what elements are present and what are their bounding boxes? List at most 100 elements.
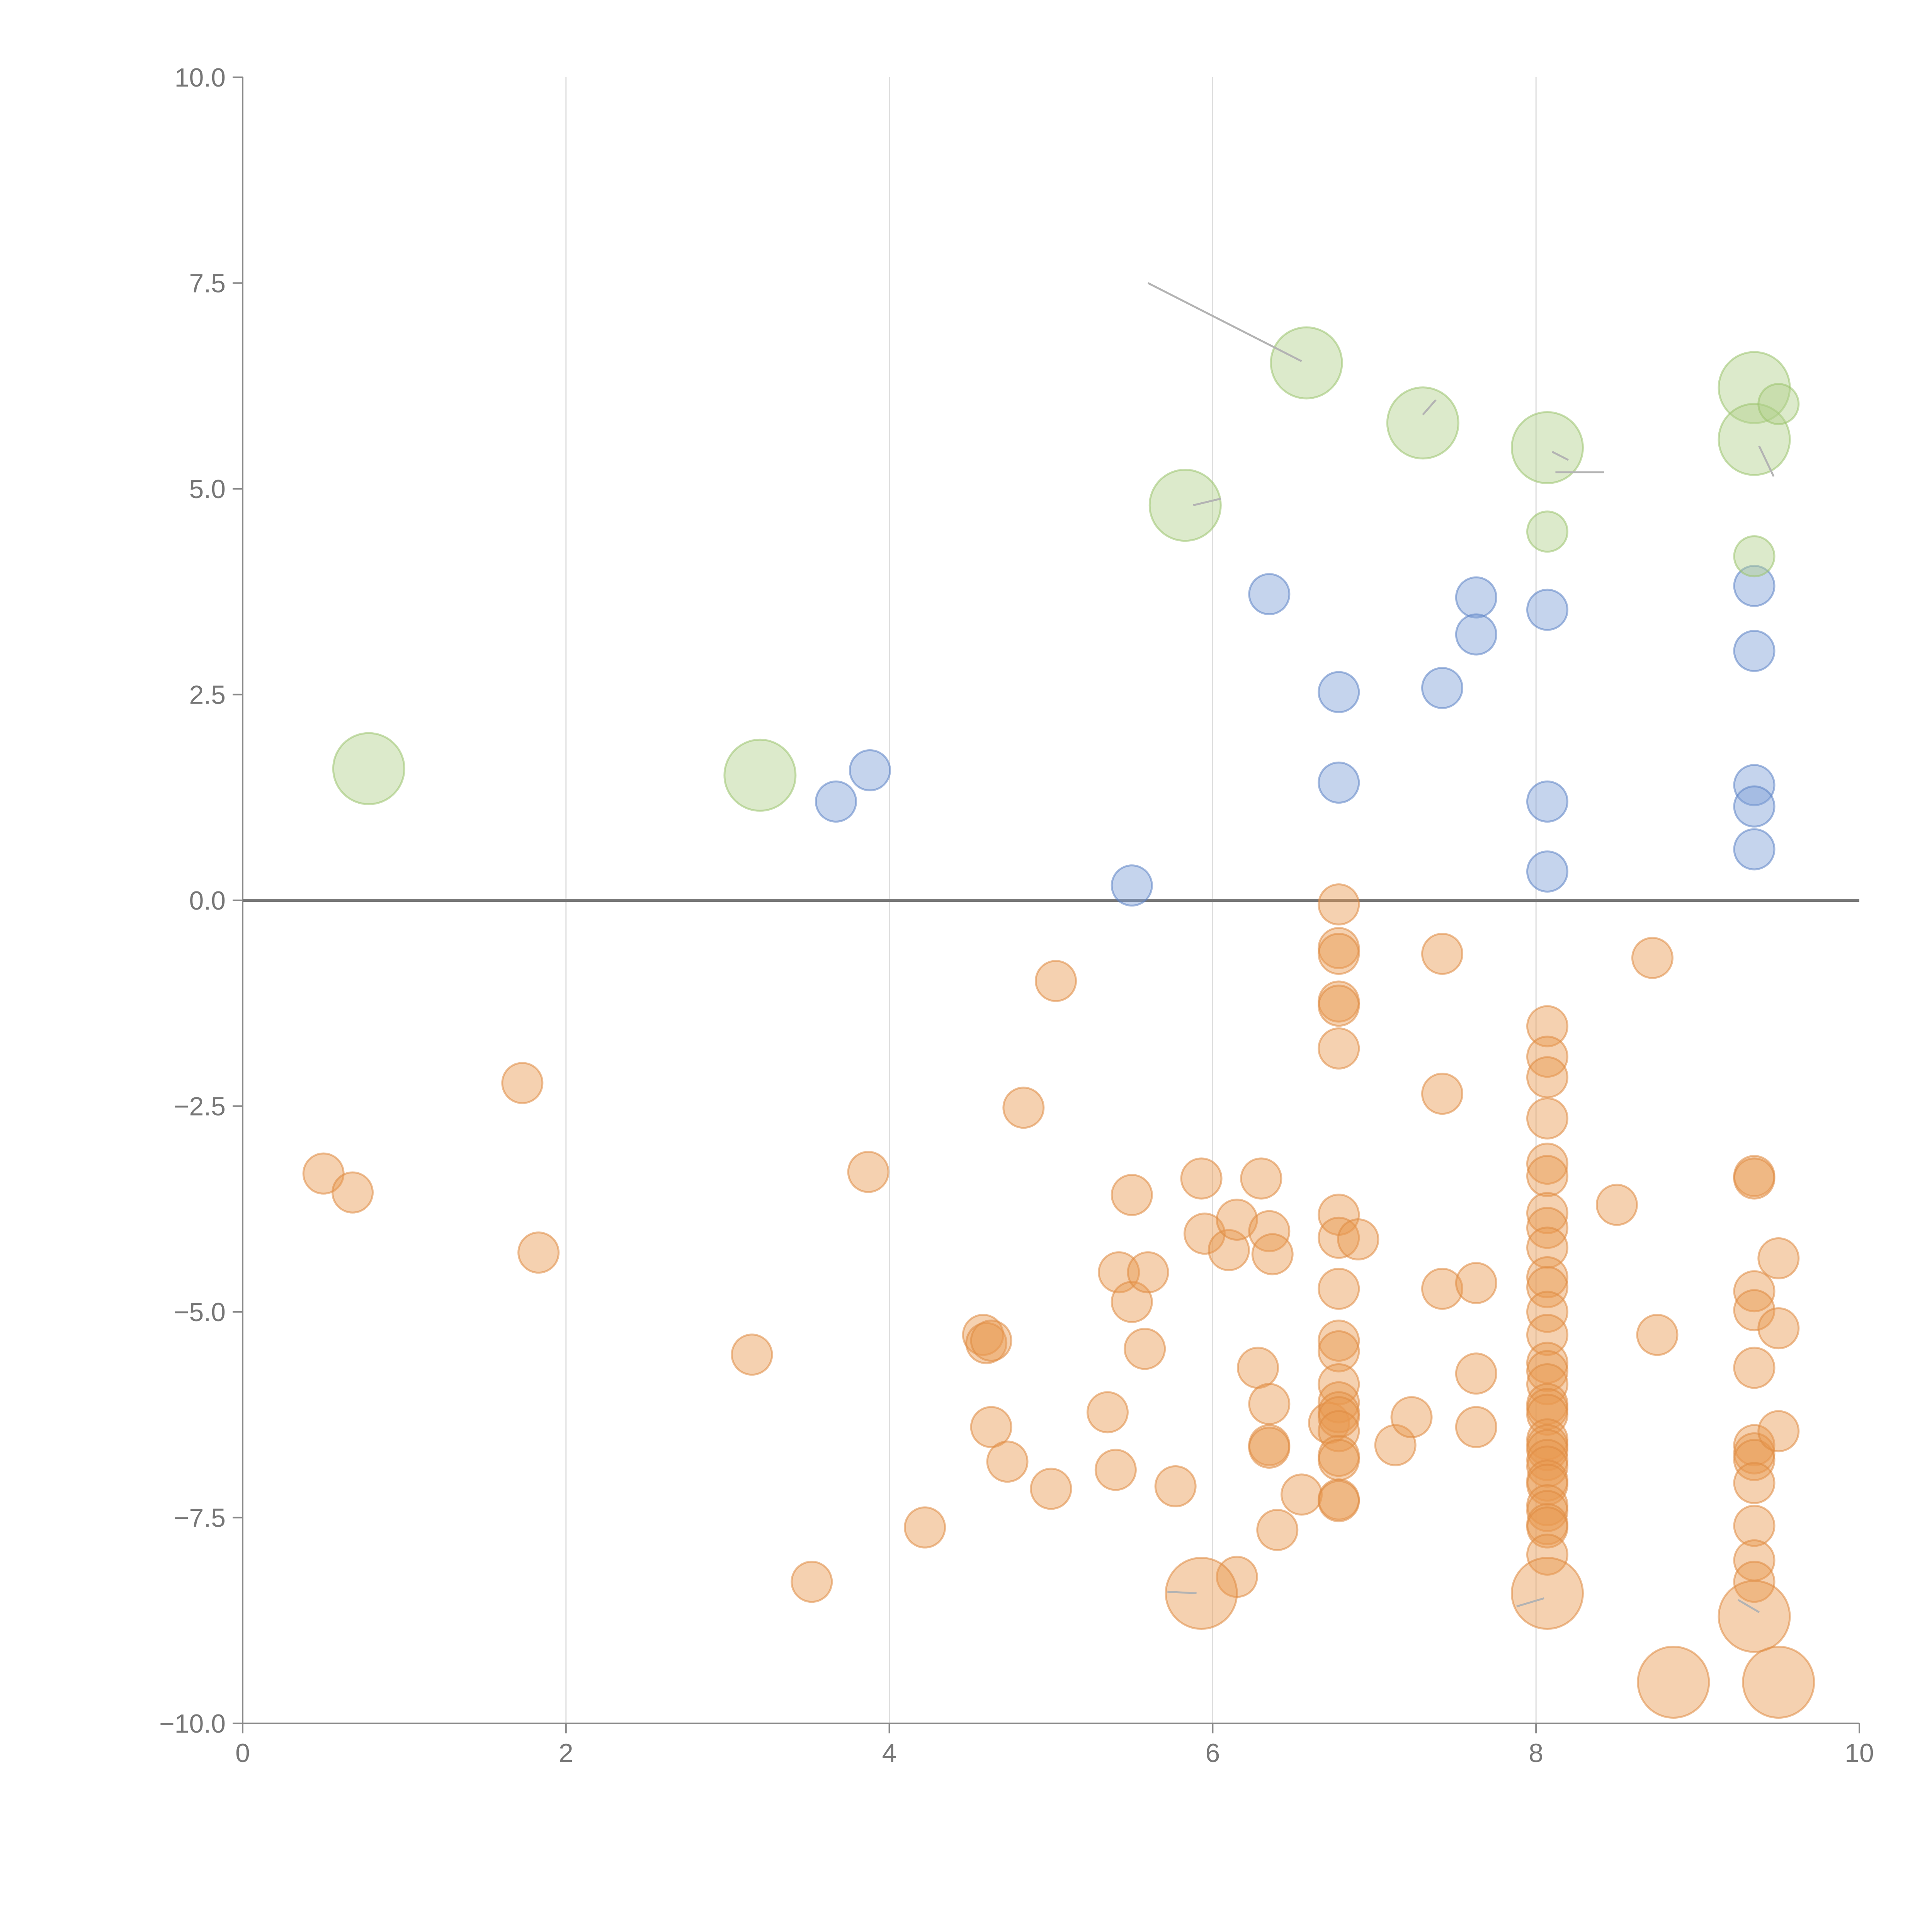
orange-small-bubble (1526, 1056, 1568, 1099)
green-large-bubble (1510, 411, 1584, 484)
orange-small-bubble (1240, 1157, 1282, 1200)
orange-small-bubble (970, 1406, 1012, 1448)
blue-small-bubble (1318, 761, 1360, 804)
orange-small-bubble (986, 1440, 1029, 1483)
orange-small-bubble (1526, 1266, 1568, 1308)
orange-small-bubble (1318, 1410, 1360, 1452)
orange-small-bubble (1526, 1155, 1568, 1197)
blue-small-bubble (815, 780, 857, 823)
orange-small-bubble (1526, 1533, 1568, 1576)
orange-small-bubble (1216, 1198, 1258, 1241)
orange-small-bubble (501, 1062, 544, 1104)
orange-small-bubble (1374, 1424, 1417, 1466)
orange-small-bubble (1526, 1490, 1568, 1532)
orange-large-bubble (1718, 1580, 1791, 1653)
orange-small-bubble (1318, 1320, 1360, 1362)
orange-small-bubble (1030, 1468, 1072, 1510)
orange-small-bubble (1318, 985, 1360, 1027)
gray-leader-line (1147, 282, 1302, 362)
orange-small-bubble (517, 1231, 560, 1274)
orange-small-bubble (791, 1561, 833, 1603)
orange-small-bubble (1733, 1505, 1776, 1547)
orange-small-bubble (1526, 1256, 1568, 1299)
orange-small-bubble (1318, 932, 1360, 975)
orange-large-bubble (1510, 1556, 1584, 1630)
green-large-bubble (1148, 469, 1222, 542)
x-tick-label: 0 (235, 1738, 250, 1768)
orange-small-bubble (1757, 1307, 1800, 1350)
orange-small-bubble (1421, 932, 1464, 975)
orange-small-bubble (1035, 960, 1077, 1002)
y-tick-label: −5.0 (174, 1298, 226, 1327)
green-large-bubble (1718, 403, 1791, 476)
white-leader-line (1167, 1590, 1197, 1594)
white-leader-line (1551, 451, 1569, 461)
orange-small-bubble (1733, 1462, 1776, 1504)
orange-small-bubble (1127, 1251, 1169, 1294)
x-tick-label: 6 (1205, 1738, 1220, 1768)
orange-small-bubble (1733, 1157, 1776, 1200)
orange-small-bubble (1318, 1396, 1360, 1439)
orange-small-bubble (1733, 1289, 1776, 1332)
orange-small-bubble (1636, 1314, 1679, 1356)
y-tick-label: 7.5 (189, 269, 226, 298)
green-small-bubble (1757, 383, 1800, 425)
orange-small-bubble (1455, 1262, 1497, 1304)
blue-small-bubble (1733, 630, 1776, 672)
white-leader-line (1737, 1599, 1760, 1613)
blue-small-bubble (849, 749, 891, 791)
orange-small-bubble (1111, 1174, 1153, 1216)
tick-labels: 0 2 4 6 8 10 −10.0 −7.5 −5.0 −2.5 0.0 2.5 5.0 7.5 10.0 (159, 63, 1874, 1768)
orange-small-bubble (1318, 1480, 1360, 1522)
green-large-bubble (1270, 326, 1343, 400)
white-leader-line (1193, 498, 1221, 507)
orange-small-bubble (1526, 1097, 1568, 1139)
green-large-bubble (1386, 386, 1459, 460)
orange-small-bubble (1094, 1449, 1137, 1491)
green-small-bubble (1733, 535, 1776, 578)
orange-small-bubble (1733, 1270, 1776, 1313)
orange-small-bubble (1180, 1157, 1223, 1200)
orange-large-bubble (1742, 1646, 1815, 1719)
orange-small-bubble (1455, 1406, 1497, 1448)
orange-small-bubble (847, 1151, 889, 1193)
orange-small-bubble (1526, 1350, 1568, 1392)
orange-small-bubble (1248, 1383, 1291, 1425)
orange-small-bubble (1631, 937, 1673, 979)
blue-small-bubble (1733, 565, 1776, 607)
orange-small-bubble (1251, 1233, 1294, 1276)
y-tick-label: −7.5 (174, 1503, 226, 1533)
orange-small-bubble (1256, 1509, 1299, 1551)
orange-small-bubble (1002, 1087, 1045, 1129)
data-points (302, 326, 1815, 1719)
orange-small-bubble (1281, 1473, 1323, 1516)
blue-small-bubble (1421, 667, 1464, 709)
orange-small-bubble (332, 1171, 374, 1214)
white-leader-line (1758, 446, 1775, 477)
orange-small-bubble (1318, 1267, 1360, 1310)
orange-small-bubble (970, 1320, 1012, 1362)
orange-small-bubble (1595, 1184, 1638, 1226)
white-leader-line (1422, 399, 1437, 415)
x-tick-label: 2 (559, 1738, 573, 1768)
blue-small-bubble (1733, 785, 1776, 828)
orange-small-bubble (731, 1333, 773, 1376)
orange-small-bubble (1337, 1218, 1379, 1261)
blue-small-bubble (1111, 864, 1153, 907)
orange-small-bubble (1526, 1291, 1568, 1333)
orange-small-bubble (1733, 1561, 1776, 1603)
axes (233, 77, 1860, 1733)
y-tick-label: 0.0 (189, 886, 226, 915)
orange-small-bubble (1526, 1445, 1568, 1488)
orange-small-bubble (1086, 1391, 1129, 1434)
orange-small-bubble (1526, 1143, 1568, 1185)
orange-large-bubble (1637, 1646, 1710, 1719)
orange-small-bubble (1318, 1381, 1360, 1423)
orange-large-bubble (1165, 1556, 1238, 1630)
blue-small-bubble (1526, 588, 1568, 631)
orange-small-bubble (904, 1506, 946, 1549)
orange-small-bubble (1390, 1396, 1433, 1439)
y-tick-label: 2.5 (189, 680, 226, 710)
y-tick-label: 5.0 (189, 474, 226, 504)
